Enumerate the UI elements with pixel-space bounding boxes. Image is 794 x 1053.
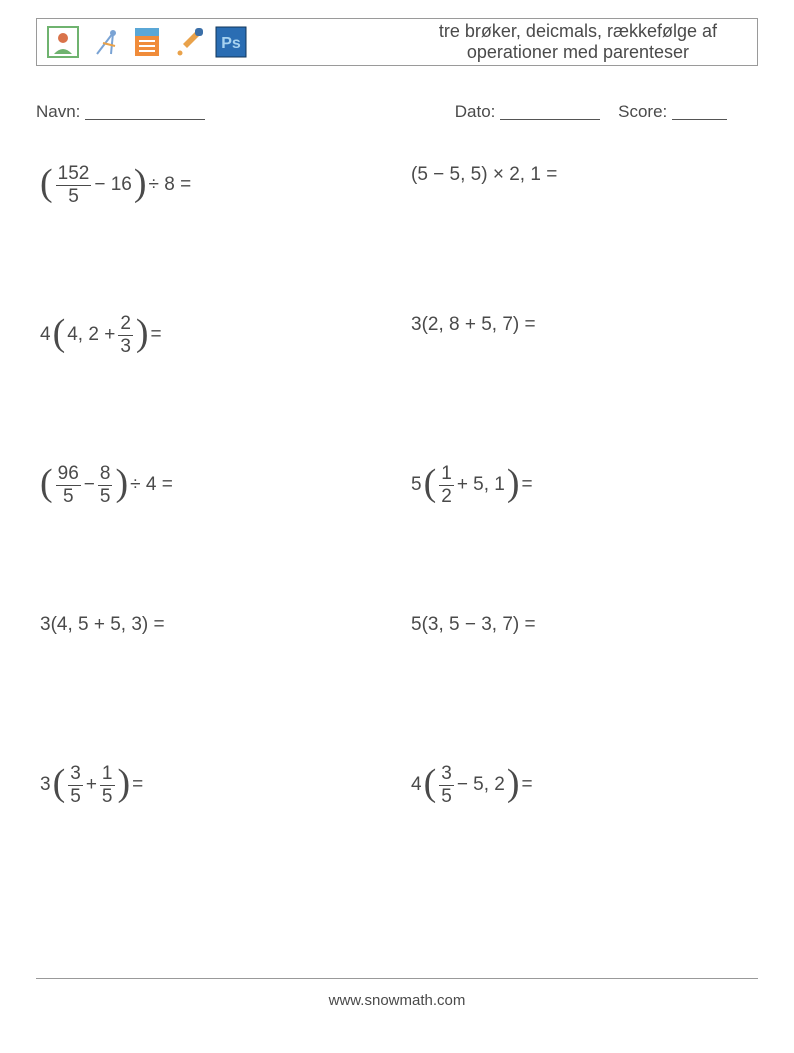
- expression: 5(12 + 5, 1) =: [411, 464, 533, 507]
- ps-icon: Ps: [215, 26, 247, 58]
- problem-4-left: 3(4, 5 + 5, 3) =: [36, 610, 387, 760]
- meta-row: Navn: Dato: Score:: [36, 100, 758, 122]
- problem-3-right: 5(12 + 5, 1) =: [407, 460, 758, 610]
- problem-1-right: (5 − 5, 5) × 2, 1 =: [407, 160, 758, 310]
- score-label: Score:: [618, 102, 667, 121]
- expression: 5(3, 5 − 3, 7) =: [411, 614, 536, 636]
- problem-5-left: 3(35 + 15) =: [36, 760, 387, 910]
- problems-grid: (1525 − 16) ÷ 8 = (5 − 5, 5) × 2, 1 = 4(4,…: [36, 160, 758, 910]
- date-blank: [500, 103, 600, 120]
- problem-2-right: 3(2, 8 + 5, 7) =: [407, 310, 758, 460]
- expression: 4(35 − 5, 2) =: [411, 764, 533, 807]
- compass-icon: [89, 26, 121, 58]
- name-blank: [85, 103, 205, 120]
- expression: 3(35 + 15) =: [40, 764, 143, 807]
- problem-1-left: (1525 − 16) ÷ 8 =: [36, 160, 387, 310]
- notebook-icon: [131, 26, 163, 58]
- svg-text:Ps: Ps: [221, 35, 241, 52]
- expression: 3(4, 5 + 5, 3) =: [40, 614, 165, 636]
- title-line1: tre brøker, deicmals, rækkefølge af: [439, 21, 717, 41]
- expression: (5 − 5, 5) × 2, 1 =: [411, 164, 557, 186]
- header-box: Ps tre brøker, deicmals, rækkefølge af o…: [36, 18, 758, 66]
- name-label: Navn:: [36, 102, 80, 121]
- title-line2: operationer med parenteser: [467, 42, 689, 62]
- score-blank: [672, 103, 727, 120]
- problem-3-left: (965 − 85) ÷ 4 =: [36, 460, 387, 610]
- date-label: Dato:: [455, 102, 496, 121]
- problem-2-left: 4(4, 2 + 23) =: [36, 310, 387, 460]
- worksheet-title: tre brøker, deicmals, rækkefølge af oper…: [247, 19, 757, 65]
- person-icon: [47, 26, 79, 58]
- footer-url: www.snowmath.com: [0, 992, 794, 1009]
- expression: 3(2, 8 + 5, 7) =: [411, 314, 536, 336]
- expression: (1525 − 16) ÷ 8 =: [40, 164, 191, 207]
- expression: (965 − 85) ÷ 4 =: [40, 464, 173, 507]
- problem-5-right: 4(35 − 5, 2) =: [407, 760, 758, 910]
- dropper-icon: [173, 26, 205, 58]
- expression: 4(4, 2 + 23) =: [40, 314, 162, 357]
- problem-4-right: 5(3, 5 − 3, 7) =: [407, 610, 758, 760]
- footer-divider: [36, 978, 758, 979]
- header-icons: Ps: [37, 19, 247, 65]
